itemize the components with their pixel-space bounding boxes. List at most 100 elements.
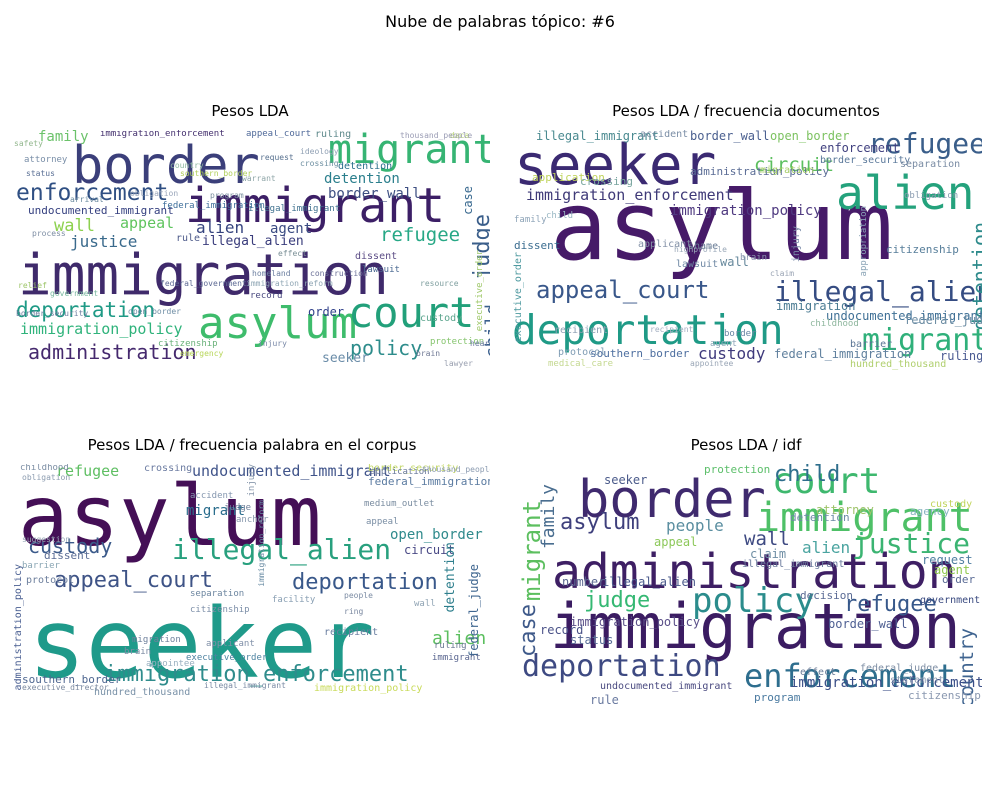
cloud-word: executive_order [475, 250, 485, 332]
cloud-word: people [344, 591, 373, 600]
cloud-word: crossing [144, 464, 193, 474]
cloud-word: agent [270, 221, 313, 237]
cloud-word: rule [590, 693, 619, 704]
cloud-word: custody [698, 344, 766, 363]
cloud-word: border [724, 329, 757, 339]
cloud-word: custody [420, 313, 463, 324]
cloud-word: injury [791, 226, 802, 263]
cloud-word: immigrant [185, 178, 446, 234]
cloud-word: separation [190, 589, 245, 599]
cloud-word: court [348, 288, 475, 337]
cloud-word: request [922, 553, 973, 567]
cloud-word: migrant [862, 323, 982, 358]
cloud-word: attorney [24, 155, 68, 165]
cloud-word: immigration [550, 590, 961, 663]
cloud-word: alien [432, 628, 487, 649]
cloud-word: policy [692, 581, 815, 621]
panel-title-corpus-freq: Pesos LDA / frecuencia palabra en el cor… [87, 436, 417, 454]
cloud-word: protocol [26, 575, 75, 586]
cloud-word: family [38, 130, 89, 145]
cloud-word: illegal_immigrant [536, 130, 659, 143]
cloud-word: facility [272, 595, 316, 605]
cloud-word: immigration_enforcement [100, 130, 225, 139]
cloud-word: refugee [56, 464, 120, 480]
cloud-word: border [72, 136, 260, 196]
cloud-word: undocumented_immigrant [192, 464, 391, 480]
cloud-word: illegal_alien [202, 234, 304, 249]
cloud-word: immigration_enforcement [104, 662, 409, 687]
cloud-word: childhood [20, 464, 69, 473]
cloud-word: appropriation [859, 206, 869, 277]
cloud-word: undocumented_immigrant [600, 681, 733, 692]
cloud-word: statement [890, 675, 945, 686]
cloud-word: brain [416, 349, 441, 358]
cloud-word: recipient [554, 325, 609, 336]
cloud-word: circuit [404, 543, 455, 557]
cloud-word: lawsuit [362, 265, 400, 275]
cloud-word: administration_policy [690, 165, 830, 178]
wordcloud-panel-doc-freq: Pesos LDA / frecuencia documentos asylum… [510, 102, 982, 370]
cloud-word: rule [176, 233, 201, 244]
cloud-word: custody [930, 499, 973, 510]
cloud-word: record [540, 623, 584, 637]
cloud-word: protection [430, 337, 485, 347]
cloud-word: agency [910, 505, 950, 518]
cloud-word: homeland [252, 269, 291, 278]
cloud-word: dissent [44, 549, 91, 562]
cloud-word: wall [744, 528, 790, 550]
cloud-word: citizenship [886, 243, 959, 256]
cloud-word: accident [640, 130, 689, 140]
cloud-word: crossing [300, 159, 339, 168]
cloud-word: border_wall [690, 130, 770, 143]
cloud-word: southern_border [180, 169, 253, 178]
cloud-word: government [920, 595, 981, 606]
cloud-word: seeker [514, 133, 717, 198]
cloud-word: request [260, 153, 294, 162]
cloud-word: lawyer [444, 359, 473, 368]
cloud-word: detention [790, 511, 850, 524]
cloud-word: immigration_reform [246, 279, 333, 288]
panel-title-doc-freq: Pesos LDA / frecuencia documentos [612, 102, 880, 120]
cloud-word: applicant [206, 639, 255, 649]
cloud-word: judge [224, 503, 252, 513]
cloud-word: obligation [904, 191, 959, 201]
wordcloud-panel-corpus-freq: Pesos LDA / frecuencia palabra en el cor… [14, 436, 490, 704]
wordcloud-corpus-freq: seeker asylum illegal_alien appeal_court dep… [14, 464, 490, 704]
cloud-word: justice [852, 527, 971, 560]
cloud-word: asylum [18, 467, 322, 565]
cloud-word: order [942, 573, 976, 586]
cloud-word: suggestion [22, 535, 71, 544]
cloud-word: claim [750, 547, 787, 561]
cloud-word: federal_judge [467, 564, 481, 658]
cloud-word: warrant [242, 174, 276, 183]
cloud-word: migration [760, 165, 815, 176]
panel-title-lda: Pesos LDA [211, 102, 289, 120]
cloud-word: policy [350, 336, 423, 360]
figure-title: Nube de palabras tópico: #6 [385, 12, 615, 31]
cloud-word: custody [28, 534, 113, 558]
wordcloud-lda: immigration border immigrant migrant asylum c… [10, 130, 490, 370]
cloud-word: barrier [22, 561, 60, 571]
cloud-word: recipient [650, 325, 694, 334]
cloud-word: agent [934, 563, 971, 577]
cloud-word: hearing [470, 339, 490, 348]
cloud-word: judge [584, 588, 651, 613]
cloud-word: undocumented_immigrant [28, 204, 174, 217]
cloud-word: refugee [868, 130, 982, 160]
cloud-word: protocol [558, 347, 607, 358]
cloud-word: obligation [130, 189, 179, 198]
cloud-word: child [546, 211, 574, 221]
cloud-word: detention [443, 542, 458, 613]
cloud-word: government [50, 289, 99, 298]
cloud-word: border_wall [328, 186, 421, 202]
cloud-word: open_border [390, 527, 483, 543]
cloud-word: case [516, 604, 541, 657]
cloud-word: border_security [368, 464, 459, 474]
cloud-word: immigration [18, 243, 389, 308]
cloud-word: shame [688, 241, 719, 252]
cloud-word: detention [324, 171, 400, 187]
cloud-word: immigration [776, 299, 856, 313]
cloud-word: safety [14, 139, 43, 148]
cloud-word: illegal_immigrant [204, 681, 286, 690]
cloud-word: relief [18, 281, 47, 290]
